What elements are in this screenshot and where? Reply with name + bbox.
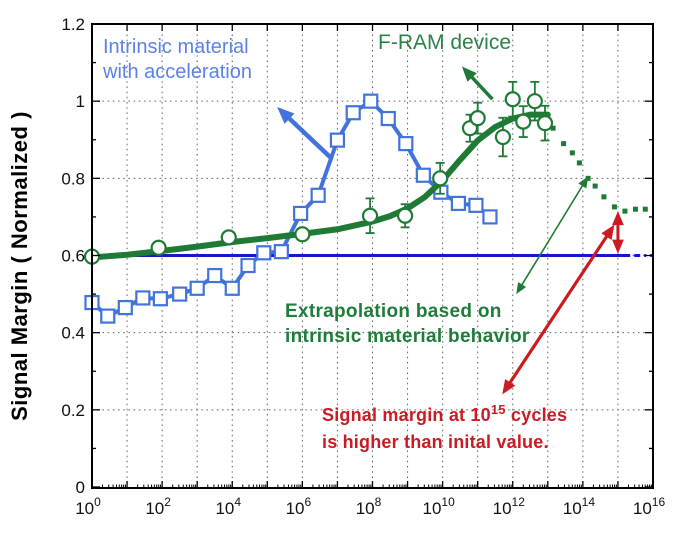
intrinsic-square-marker [135,290,151,306]
fram-circle-marker [461,120,479,137]
y-tick-label: 0.2 [61,401,85,420]
fram-circle-marker [526,93,543,110]
red-margin-gap-arrow-head [612,239,624,254]
intrinsic-series-line [90,99,492,319]
intrinsic-square-marker [100,308,116,324]
intrinsic-square-marker [224,280,240,296]
intrinsic-square-marker [189,280,205,296]
intrinsic-square-marker [468,197,484,213]
intrinsic-square-marker [310,187,326,203]
red-margin-gap-arrow-head [612,211,624,226]
extrapolation-dot [561,141,567,147]
x-tick-label: 1016 [633,495,666,518]
intrinsic-square-marker [380,110,396,127]
intrinsic-square-marker [117,299,133,316]
intrinsic-square-marker [152,291,168,307]
extrapolation-dot [592,183,598,189]
extrapolation-dot [611,204,617,210]
series-label-intrinsic-line1: Intrinsic material [103,36,249,58]
fram-circle-marker [432,170,449,187]
y-tick-label: 0 [76,478,85,497]
annotation-extrapolation: Extrapolation based on intrinsic materia… [285,299,530,349]
fram-circle-marker [150,239,167,256]
fram-circle-marker [83,248,101,265]
fram-label-arrow [466,71,494,101]
y-axis-title: Signal Margin ( Normalized ) [7,111,32,421]
fram-circle-marker [504,91,521,108]
fram-circle-marker [397,207,414,224]
intrinsic-square-marker [345,105,361,121]
fram-circle-marker [469,110,486,127]
y-tick-label: 0.4 [61,324,85,343]
extrapolation-dot [642,206,648,212]
intrinsic-square-marker [482,209,498,225]
intrinsic-square-marker [363,93,379,109]
red-pointer-arrow-head [601,224,615,240]
intrinsic-square-marker [450,195,467,212]
annotation-signal-margin: Signal margin at 1015 cycles is higher t… [322,402,567,456]
annotation-extrapolation-line1: Extrapolation based on [285,301,502,322]
y-tick-label: 1.2 [61,15,85,34]
x-tick-label: 108 [356,495,382,518]
y-tick-label: 0.6 [61,247,85,266]
annotation-signal-margin-exponent: 15 [490,402,506,417]
fram-circle-marker [536,115,554,132]
intrinsic-square-marker [273,244,289,260]
fram-circle-marker [515,113,532,130]
intrinsic-square-marker [256,245,272,261]
fram-circle-marker [494,128,512,146]
series-label-intrinsic: Intrinsic material with acceleration [103,35,252,85]
fram-label-arrow-head [461,66,477,82]
series-label-fram: F-RAM device [378,31,512,54]
intrinsic-square-marker [329,132,346,148]
x-tick-label: 1012 [493,495,526,518]
x-tick-label: 106 [286,495,312,518]
intrinsic-square-marker [240,257,256,274]
intrinsic-square-marker [293,205,309,222]
extrapolation-dot [569,150,575,156]
extrapolation-dot [622,208,628,214]
y-tick-label: 1 [76,92,85,111]
intrinsic-label-arrow [282,112,334,161]
annotation-signal-margin-post: cycles [505,405,568,425]
intrinsic-square-marker [433,184,449,200]
extrapolation-dot [601,194,607,200]
fram-circle-marker [220,229,237,246]
extrapolation-pointer-arrow [519,181,586,289]
x-tick-label: 100 [75,495,101,518]
x-tick-label: 104 [215,495,241,518]
intrinsic-square-marker [398,136,414,152]
fram-trend-line [89,111,551,261]
y-tick-label: 0.8 [61,169,85,188]
red-pointer-arrow-head [502,379,516,395]
extrapolation-dot [576,160,582,166]
extrapolation-dot [550,125,556,131]
extrapolation-dot [585,175,591,181]
x-tick-label: 102 [145,495,171,518]
annotation-signal-margin-line1: Signal margin at 1015 cycles [322,402,567,429]
annotation-signal-margin-line2: is higher than inital value. [322,432,549,452]
x-tick-label: 1010 [422,495,455,518]
extrapolation-dot [632,206,638,212]
fram-circle-marker [294,226,311,243]
fram-circle-marker [361,207,379,224]
intrinsic-square-marker [172,286,188,302]
x-tick-label: 1014 [563,495,596,518]
extrapolation-pointer-arrow-head [578,176,589,189]
extrapolation-pointer-arrow-head [516,282,527,295]
intrinsic-square-marker [415,167,431,183]
series-label-intrinsic-line2: with acceleration [103,61,252,83]
intrinsic-square-marker [207,267,223,284]
annotation-signal-margin-pre: Signal margin at 10 [322,405,491,425]
intrinsic-label-arrow-head [277,106,295,124]
annotation-extrapolation-line2: intrinsic material behavior [285,326,530,347]
intrinsic-square-marker [84,294,100,311]
